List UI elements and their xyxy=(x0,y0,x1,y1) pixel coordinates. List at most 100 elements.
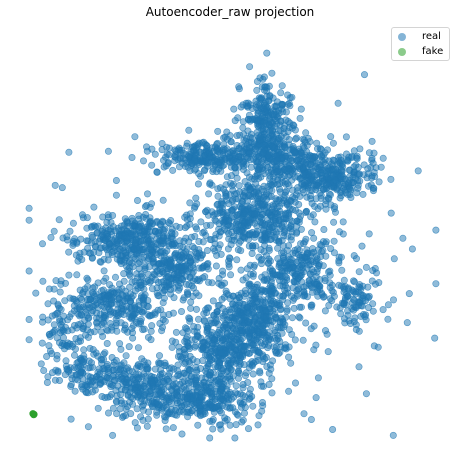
real-point xyxy=(80,346,88,354)
real-point xyxy=(165,240,173,248)
real-point xyxy=(115,232,123,240)
real-point xyxy=(90,203,98,211)
real-point xyxy=(65,148,73,156)
real-point xyxy=(152,276,160,284)
real-point xyxy=(233,190,241,198)
real-point xyxy=(362,311,370,319)
real-point xyxy=(55,216,63,224)
real-point xyxy=(185,126,193,134)
real-point xyxy=(194,141,202,149)
real-point xyxy=(48,312,56,320)
real-point xyxy=(117,397,125,405)
real-point xyxy=(341,180,349,188)
real-point xyxy=(252,97,260,105)
real-point xyxy=(25,204,33,212)
real-point xyxy=(156,319,164,327)
real-point xyxy=(69,295,77,303)
real-point xyxy=(200,310,208,318)
real-point xyxy=(113,238,121,246)
real-point xyxy=(165,397,173,405)
real-point xyxy=(230,105,238,113)
real-point xyxy=(161,361,169,369)
real-point xyxy=(158,370,166,378)
real-point xyxy=(204,162,212,170)
real-point xyxy=(159,234,167,242)
real-point xyxy=(126,267,134,275)
real-point xyxy=(73,324,81,332)
real-point xyxy=(216,184,224,192)
real-point xyxy=(228,172,236,180)
real-point xyxy=(187,298,195,306)
real-point xyxy=(205,149,213,157)
real-point xyxy=(277,117,285,125)
real-point xyxy=(94,279,102,287)
real-point xyxy=(154,229,162,237)
real-point xyxy=(216,375,224,383)
real-point xyxy=(279,242,287,250)
real-point xyxy=(145,255,153,263)
real-point xyxy=(216,406,224,414)
real-point xyxy=(38,240,46,248)
real-point xyxy=(258,215,266,223)
real-point xyxy=(379,154,387,162)
real-point xyxy=(176,397,184,405)
real-point xyxy=(281,144,289,152)
real-point xyxy=(203,142,211,150)
real-point xyxy=(186,345,194,353)
real-point xyxy=(281,211,289,219)
real-point xyxy=(248,183,256,191)
real-point xyxy=(92,349,100,357)
real-point xyxy=(365,292,373,300)
real-point xyxy=(131,133,139,141)
real-point xyxy=(144,190,152,198)
real-point xyxy=(141,227,149,235)
real-point xyxy=(305,153,313,161)
real-point xyxy=(178,430,186,438)
real-point xyxy=(232,382,240,390)
real-point xyxy=(146,245,154,253)
real-point xyxy=(219,335,227,343)
real-point xyxy=(290,294,298,302)
real-point xyxy=(246,385,254,393)
real-point xyxy=(82,301,90,309)
real-point xyxy=(350,318,358,326)
real-point xyxy=(291,336,299,344)
real-point xyxy=(255,164,263,172)
real-point xyxy=(207,383,215,391)
real-point xyxy=(88,254,96,262)
real-point xyxy=(107,293,115,301)
real-point xyxy=(174,372,182,380)
real-point xyxy=(69,219,77,227)
real-point xyxy=(319,293,327,301)
real-point xyxy=(73,238,81,246)
real-point xyxy=(66,313,74,321)
real-point xyxy=(352,154,360,162)
real-point xyxy=(97,258,105,266)
real-point xyxy=(217,349,225,357)
real-point xyxy=(149,220,157,228)
real-point xyxy=(149,379,157,387)
real-point xyxy=(284,128,292,136)
real-point xyxy=(339,230,347,238)
real-point xyxy=(213,210,221,218)
real-point xyxy=(249,370,257,378)
real-point xyxy=(192,194,200,202)
real-point xyxy=(308,301,316,309)
real-point xyxy=(269,307,277,315)
real-point xyxy=(330,218,338,226)
real-point xyxy=(158,268,166,276)
real-point xyxy=(169,381,177,389)
real-point xyxy=(175,263,183,271)
real-point xyxy=(255,412,263,420)
real-point xyxy=(83,214,91,222)
real-point xyxy=(187,304,195,312)
real-point xyxy=(329,425,337,433)
real-point xyxy=(182,248,190,256)
real-point xyxy=(370,184,378,192)
real-point xyxy=(316,202,324,210)
real-point xyxy=(370,342,378,350)
real-point xyxy=(43,378,51,386)
real-point xyxy=(195,238,203,246)
real-point xyxy=(294,245,302,253)
real-point xyxy=(330,249,338,257)
